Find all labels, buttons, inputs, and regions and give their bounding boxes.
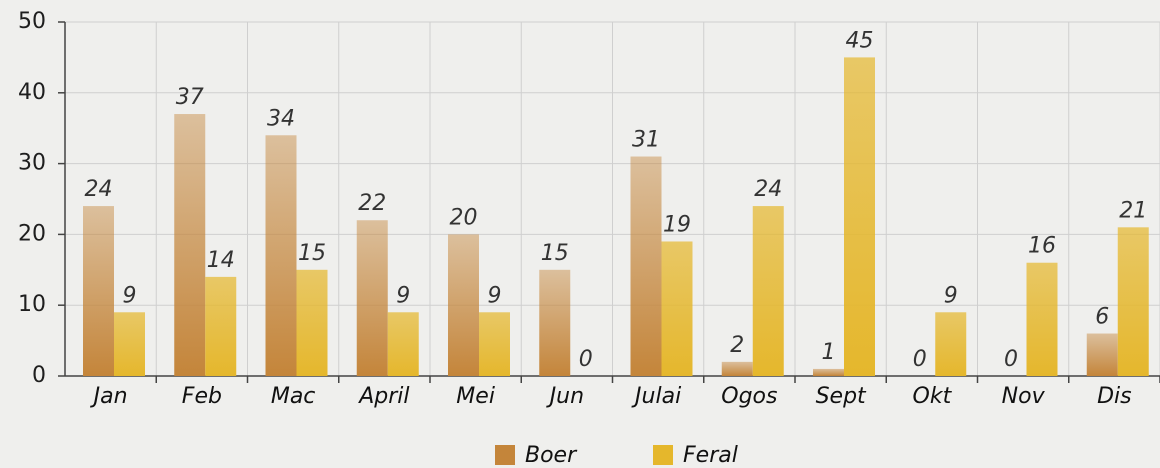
bar (387, 312, 419, 376)
legend-swatch (653, 445, 673, 465)
bar (1026, 262, 1058, 376)
data-label: 45 (846, 28, 874, 53)
data-label: 9 (944, 283, 958, 308)
y-tick-label: 20 (18, 221, 46, 246)
bar (479, 312, 510, 376)
bar (1086, 333, 1118, 376)
data-label: 0 (579, 347, 593, 372)
data-label: 0 (1004, 347, 1018, 372)
bar (356, 220, 388, 376)
legend-label: Feral (683, 443, 738, 468)
bar (630, 156, 662, 376)
x-tick-label: Feb (182, 384, 222, 409)
bar (205, 276, 237, 376)
data-label: 9 (488, 283, 502, 308)
data-label: 20 (450, 205, 478, 230)
y-tick-label: 10 (18, 292, 46, 317)
x-tick-label: Okt (913, 384, 953, 409)
data-label: 15 (541, 241, 569, 266)
data-label: 2 (730, 333, 744, 358)
x-tick-label: Nov (1002, 384, 1046, 409)
data-label: 15 (298, 241, 326, 266)
bar (752, 206, 784, 376)
bar (721, 361, 753, 376)
x-tick-label: April (357, 384, 409, 409)
x-tick-label: Jan (90, 384, 128, 409)
x-tick-label: Jun (546, 384, 584, 409)
legend-label: Boer (525, 443, 578, 468)
data-label: 9 (123, 283, 137, 308)
bar (174, 114, 206, 376)
bar (813, 368, 844, 376)
y-tick-label: 50 (18, 9, 46, 34)
data-label: 24 (754, 177, 782, 202)
legend-swatch (495, 445, 515, 465)
data-label: 31 (632, 128, 660, 153)
data-label: 16 (1028, 234, 1056, 259)
data-label: 24 (85, 177, 113, 202)
data-label: 1 (822, 340, 836, 365)
data-label: 22 (358, 191, 386, 216)
bar (539, 269, 571, 376)
x-tick-label: Dis (1097, 384, 1132, 409)
data-label: 9 (396, 283, 410, 308)
x-tick-label: Mac (271, 384, 316, 409)
data-label: 19 (663, 212, 691, 237)
bar (448, 234, 479, 376)
data-label: 34 (267, 106, 295, 131)
x-tick-label: Mei (456, 384, 495, 409)
bar (296, 269, 328, 376)
bar (1117, 227, 1149, 376)
y-tick-label: 40 (18, 80, 46, 105)
bar (265, 135, 297, 376)
bar (844, 57, 875, 377)
data-label: 14 (207, 248, 235, 273)
x-tick-label: Julai (631, 384, 681, 409)
bar (661, 241, 693, 376)
x-tick-label: Ogos (721, 384, 777, 409)
y-tick-label: 0 (32, 363, 46, 388)
data-label: 6 (1095, 305, 1109, 330)
y-tick-label: 30 (18, 151, 46, 176)
data-label: 0 (913, 347, 927, 372)
data-label: 21 (1119, 198, 1147, 223)
bar (83, 206, 114, 376)
x-tick-label: Sept (816, 384, 867, 409)
bar (114, 312, 145, 376)
bar (935, 312, 967, 376)
data-label: 37 (176, 85, 204, 110)
